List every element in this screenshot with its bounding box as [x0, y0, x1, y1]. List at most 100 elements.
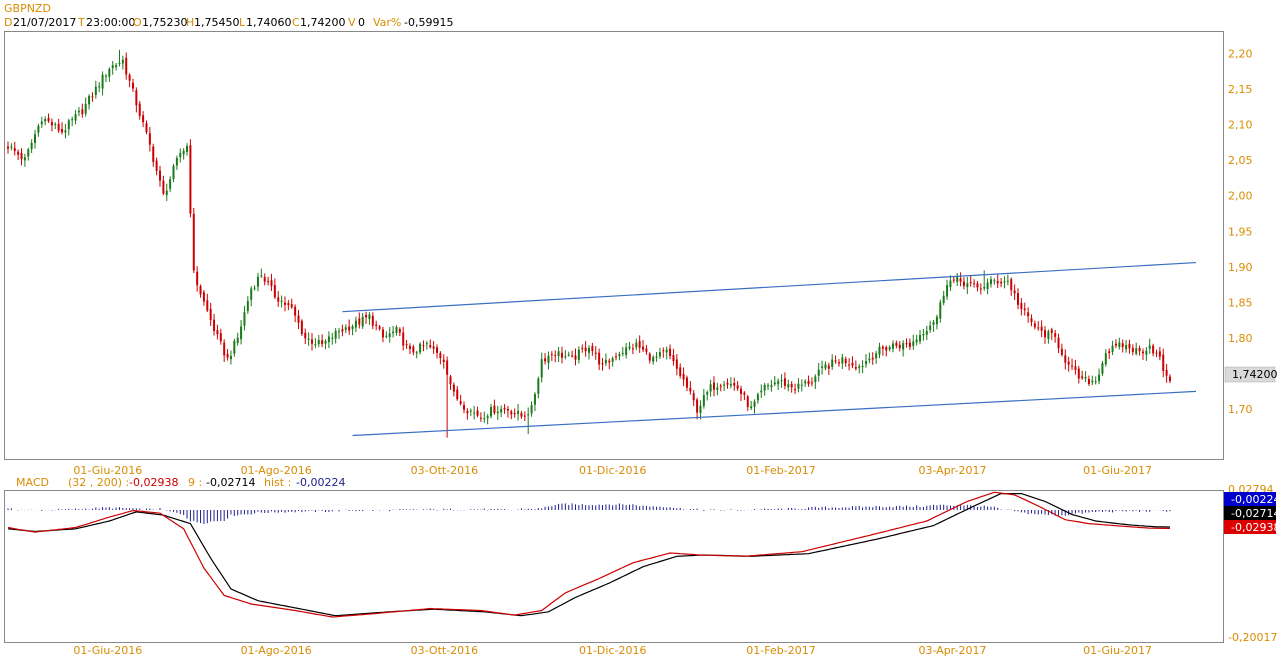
candle-body [40, 121, 43, 125]
candle-body [861, 366, 864, 368]
candle-body [1060, 348, 1063, 355]
candle-body [544, 358, 547, 362]
candle-body [679, 367, 682, 376]
trendline-upper[interactable] [342, 261, 1197, 313]
candle-body [952, 279, 955, 281]
candle-body [415, 352, 418, 354]
candle-body [1121, 343, 1124, 348]
candle-body [30, 142, 33, 150]
price-panel[interactable] [7, 49, 1197, 438]
candle-body [226, 353, 229, 358]
candle-body [179, 153, 182, 158]
candle-body [483, 418, 486, 420]
macd-panel-frame [4, 490, 1224, 643]
candle-body [327, 336, 330, 343]
candle-body [962, 281, 965, 287]
candle-body [54, 123, 57, 125]
candle-body [435, 347, 438, 353]
candle-body [571, 355, 574, 357]
candle-body [658, 352, 661, 357]
candle-body [628, 346, 631, 349]
candle-body [463, 404, 466, 410]
candle-body [419, 343, 422, 353]
trendline-lower[interactable] [352, 390, 1197, 437]
candle-body [219, 333, 222, 342]
candle-body [760, 390, 763, 393]
candle-body [368, 314, 371, 320]
candle-body [692, 393, 695, 401]
candle-body [564, 356, 567, 358]
candle-body [567, 354, 570, 356]
candle-body [777, 380, 780, 385]
date-value: 21/07/2017 [13, 16, 76, 29]
candle-body [64, 130, 67, 133]
candle-body [422, 345, 425, 347]
candle-body [662, 350, 665, 352]
candle-body [84, 103, 87, 114]
candle-body [915, 339, 918, 343]
candle-body [824, 364, 827, 369]
candle-body [770, 385, 773, 388]
close-value: 1,74200 [300, 16, 346, 29]
candle-body [1044, 330, 1047, 338]
candle-body [182, 150, 185, 155]
candle-body [159, 170, 162, 181]
macd-x-tick-label: 01-Feb-2017 [746, 644, 815, 657]
candle-body [169, 179, 172, 189]
candle-body [591, 345, 594, 352]
candle-body [892, 343, 895, 349]
candle-body [1027, 312, 1030, 317]
candle-body [17, 151, 20, 155]
macd-x-tick-label: 01-Ago-2016 [241, 644, 312, 657]
candle-body [23, 157, 26, 161]
signal-key: 9 : [188, 476, 202, 489]
candle-body [1074, 366, 1077, 370]
candle-body [44, 118, 47, 122]
signal-value-tag: -0,02714 [1231, 507, 1278, 520]
candle-body [733, 382, 736, 386]
candle-body [432, 346, 435, 349]
candle-body [1084, 376, 1087, 379]
x-tick-label: 01-Giu-2017 [1083, 464, 1152, 477]
y-tick-label: 1,70 [1228, 403, 1253, 416]
candle-body [1094, 381, 1097, 383]
candle-body [837, 362, 840, 364]
candle-body [486, 416, 489, 418]
y-tick-label: 1,80 [1228, 332, 1253, 345]
candle-body [902, 343, 905, 350]
last-price-label: 1,74200 [1232, 368, 1278, 381]
candle-body [111, 65, 114, 69]
candle-body [1141, 351, 1144, 354]
candle-body [446, 360, 449, 375]
candle-body [196, 271, 199, 286]
candle-body [598, 352, 601, 365]
candle-body [108, 68, 111, 77]
y-tick-label: 2,10 [1228, 119, 1253, 132]
candle-body [547, 355, 550, 363]
candle-body [388, 333, 391, 338]
candle-body [321, 340, 324, 345]
macd-panel[interactable] [7, 491, 1171, 618]
candle-body [199, 286, 202, 295]
candle-body [969, 282, 972, 284]
candle-body [354, 320, 357, 328]
var-value: -0,59915 [404, 16, 453, 29]
candle-body [1125, 345, 1128, 350]
candle-body [966, 283, 969, 287]
candle-body [348, 326, 351, 331]
candle-body [1006, 280, 1009, 282]
candle-body [311, 339, 314, 344]
candle-body [1040, 326, 1043, 331]
candle-body [429, 345, 432, 348]
candle-body [1135, 348, 1138, 354]
candle-body [895, 342, 898, 346]
candle-body [740, 388, 743, 394]
candle-body [615, 356, 618, 358]
candle-body [395, 326, 398, 333]
candle-body [351, 326, 354, 330]
candle-body [898, 344, 901, 349]
candle-body [375, 324, 378, 326]
y-tick-label: 2,20 [1228, 47, 1253, 60]
time-key: T [77, 16, 85, 29]
